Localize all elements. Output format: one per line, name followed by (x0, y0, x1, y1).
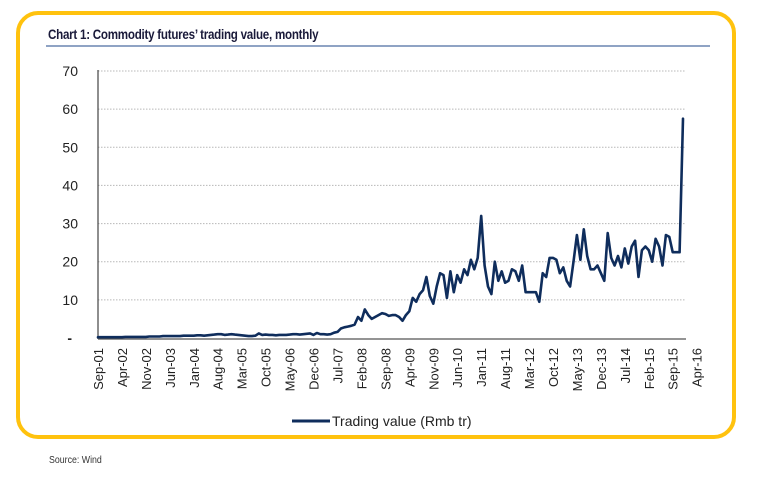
x-tick-label: Jul-14 (618, 348, 633, 383)
x-tick-label: May-13 (570, 348, 585, 391)
x-tick-label: Nov-09 (426, 348, 441, 390)
y-tick-label: 70 (62, 63, 78, 79)
gridlines (98, 70, 686, 301)
x-tick-label: Jul-07 (330, 348, 345, 383)
x-tick-label: Oct-12 (546, 348, 561, 387)
x-tick-label: Jun-10 (450, 348, 465, 388)
y-tick-label: 20 (62, 254, 78, 270)
legend-label: Trading value (Rmb tr) (332, 413, 472, 429)
x-tick-label: Apr-16 (690, 348, 705, 387)
chart-frame (16, 11, 736, 439)
title-underline (46, 45, 710, 47)
y-tick-label: 50 (62, 139, 78, 155)
chart-title: Chart 1: Commodity futures’ trading valu… (48, 27, 319, 42)
x-axis-ticks: Sep-01 Apr-02 Nov-02 Jun-03 Jan-04 Aug-04 Mar-… (91, 348, 705, 391)
x-tick-label: Aug-11 (498, 348, 513, 389)
x-tick-label: Mar-05 (235, 348, 250, 389)
legend: Trading value (Rmb tr) (292, 413, 472, 429)
series-line-trading-value (96, 117, 685, 339)
x-tick-label: Oct-05 (259, 348, 274, 387)
x-tick-label: Sep-08 (378, 348, 393, 390)
x-tick-label: May-06 (283, 348, 298, 391)
y-tick-label: - (67, 330, 72, 346)
x-tick-label: Dec-06 (307, 348, 322, 390)
x-tick-label: Apr-09 (402, 348, 417, 387)
source-note: Source: Wind (49, 455, 102, 466)
x-tick-label: Jan-11 (474, 348, 489, 387)
y-tick-label: 10 (62, 292, 78, 308)
x-tick-label: Feb-15 (642, 348, 657, 389)
x-tick-label: Apr-02 (115, 348, 130, 387)
x-tick-label: Mar-12 (522, 348, 537, 389)
x-tick-label: Dec-13 (594, 348, 609, 390)
x-tick-label: Aug-04 (211, 348, 226, 390)
y-tick-label: 60 (62, 101, 78, 117)
x-tick-label: Jun-03 (163, 348, 178, 388)
y-tick-label: 30 (62, 216, 78, 232)
x-tick-label: Sep-15 (666, 348, 681, 390)
x-tick-label: Nov-02 (139, 348, 154, 390)
x-tick-label: Feb-08 (354, 348, 369, 389)
x-tick-label: Sep-01 (91, 348, 106, 390)
y-axis-ticks: - 10 20 30 40 50 60 70 (62, 63, 78, 346)
y-tick-label: 40 (62, 177, 78, 193)
x-tick-label: Jan-04 (187, 348, 202, 388)
